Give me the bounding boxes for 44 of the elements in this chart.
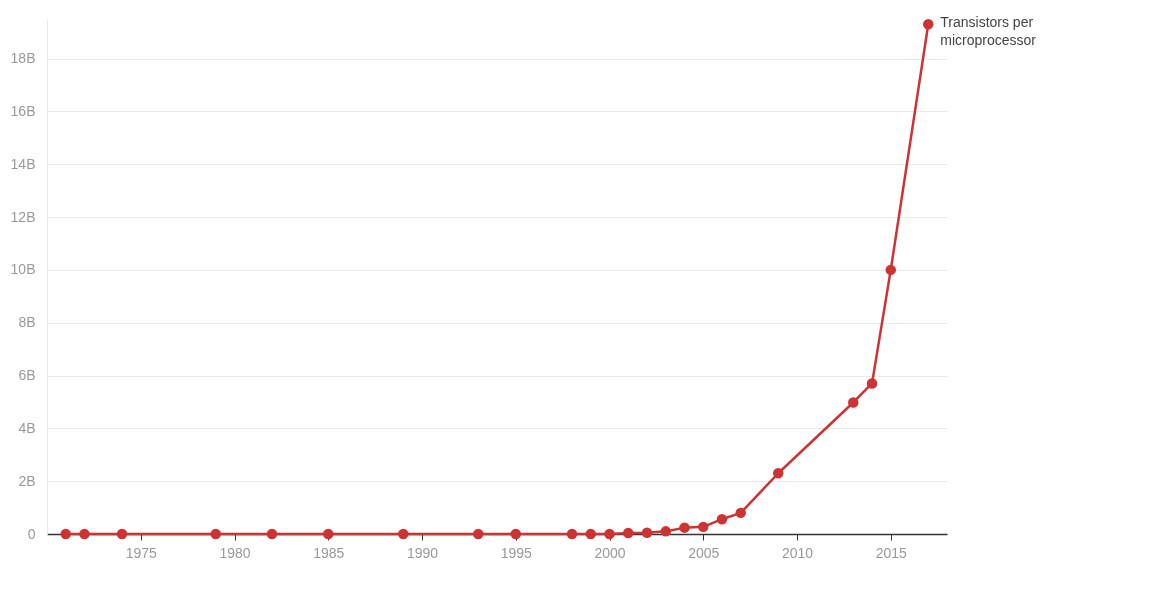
y-tick-label: 16B xyxy=(10,102,36,119)
point xyxy=(641,527,653,538)
point xyxy=(885,264,896,276)
point xyxy=(866,378,878,389)
point xyxy=(398,528,409,540)
x-tick-label: 2010 xyxy=(781,544,814,561)
y-tick-label: 18B xyxy=(10,50,36,67)
x-tick-label: 1975 xyxy=(125,544,158,561)
point xyxy=(585,528,596,540)
series-label: Transistors per microprocessor xyxy=(940,14,1037,49)
point xyxy=(660,526,671,537)
y-tick-label: 6B xyxy=(18,367,36,384)
point xyxy=(773,468,784,479)
point xyxy=(698,521,709,533)
point xyxy=(323,528,334,540)
point xyxy=(716,513,728,525)
point xyxy=(566,528,578,540)
point xyxy=(60,528,71,540)
point xyxy=(210,528,221,540)
point xyxy=(510,528,521,540)
y-tick-label: 4B xyxy=(18,419,36,436)
x-tick-label: 1990 xyxy=(406,544,439,561)
point xyxy=(266,528,278,540)
point xyxy=(735,507,746,519)
y-tick-label: 14B xyxy=(10,155,36,172)
x-tick-label: 2005 xyxy=(688,544,720,561)
point xyxy=(473,528,484,540)
y-tick-label: 12B xyxy=(10,208,36,225)
point xyxy=(79,528,90,540)
point xyxy=(623,527,634,539)
point xyxy=(604,528,615,540)
point xyxy=(923,19,934,30)
y-tick-label: 0 xyxy=(27,525,36,542)
x-tick-label: 1980 xyxy=(219,544,251,561)
x-tick-label: 1995 xyxy=(500,544,533,561)
point xyxy=(848,397,859,408)
point xyxy=(116,528,128,540)
x-tick-label: 2000 xyxy=(594,544,626,561)
x-tick-label: 1985 xyxy=(313,544,345,561)
point xyxy=(679,522,690,533)
y-tick-label: 2B xyxy=(18,472,36,489)
y-tick-label: 10B xyxy=(10,261,36,278)
y-tick-label: 8B xyxy=(18,314,36,331)
x-tick-label: 2015 xyxy=(875,544,908,561)
